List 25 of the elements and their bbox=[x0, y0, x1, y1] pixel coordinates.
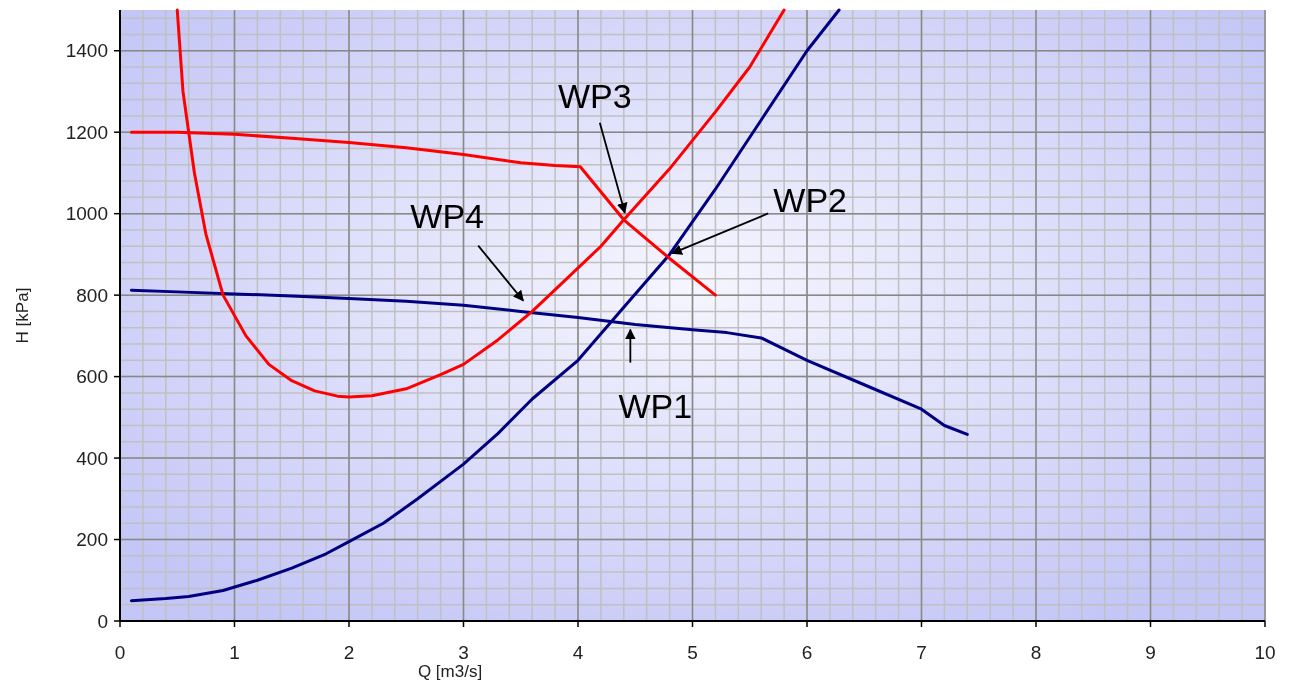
x-tick-label: 1 bbox=[229, 642, 240, 663]
y-tick-label: 1400 bbox=[65, 40, 108, 62]
y-tick-label: 400 bbox=[76, 447, 108, 469]
annotation: WP4 bbox=[410, 196, 485, 235]
y-tick-label: 1000 bbox=[65, 203, 108, 225]
x-tick-label: 8 bbox=[1030, 642, 1042, 663]
annotation: WP3 bbox=[557, 76, 632, 115]
y-axis-title: H [kPa] bbox=[13, 287, 32, 344]
x-axis-title: Q [m3/s] bbox=[417, 662, 483, 681]
x-tick-label: 6 bbox=[801, 642, 813, 663]
x-tick-label: 2 bbox=[343, 642, 355, 663]
x-tick-label: 0 bbox=[114, 642, 126, 663]
annotation: WP2 bbox=[773, 181, 848, 220]
y-tick-label: 0 bbox=[97, 610, 108, 632]
y-tick-label: 200 bbox=[76, 529, 108, 551]
y-tick-label: 600 bbox=[76, 366, 108, 388]
x-tick-label: 5 bbox=[687, 642, 698, 663]
x-tick-label: 3 bbox=[458, 642, 469, 663]
x-tick-label: 4 bbox=[572, 642, 584, 663]
y-tick-label: 800 bbox=[76, 284, 108, 306]
annotation: WP1 bbox=[618, 386, 693, 425]
x-tick-label: 10 bbox=[1254, 642, 1276, 663]
y-tick-label: 1200 bbox=[65, 121, 108, 143]
x-tick-label: 7 bbox=[916, 642, 927, 663]
x-tick-label: 9 bbox=[1145, 642, 1156, 663]
